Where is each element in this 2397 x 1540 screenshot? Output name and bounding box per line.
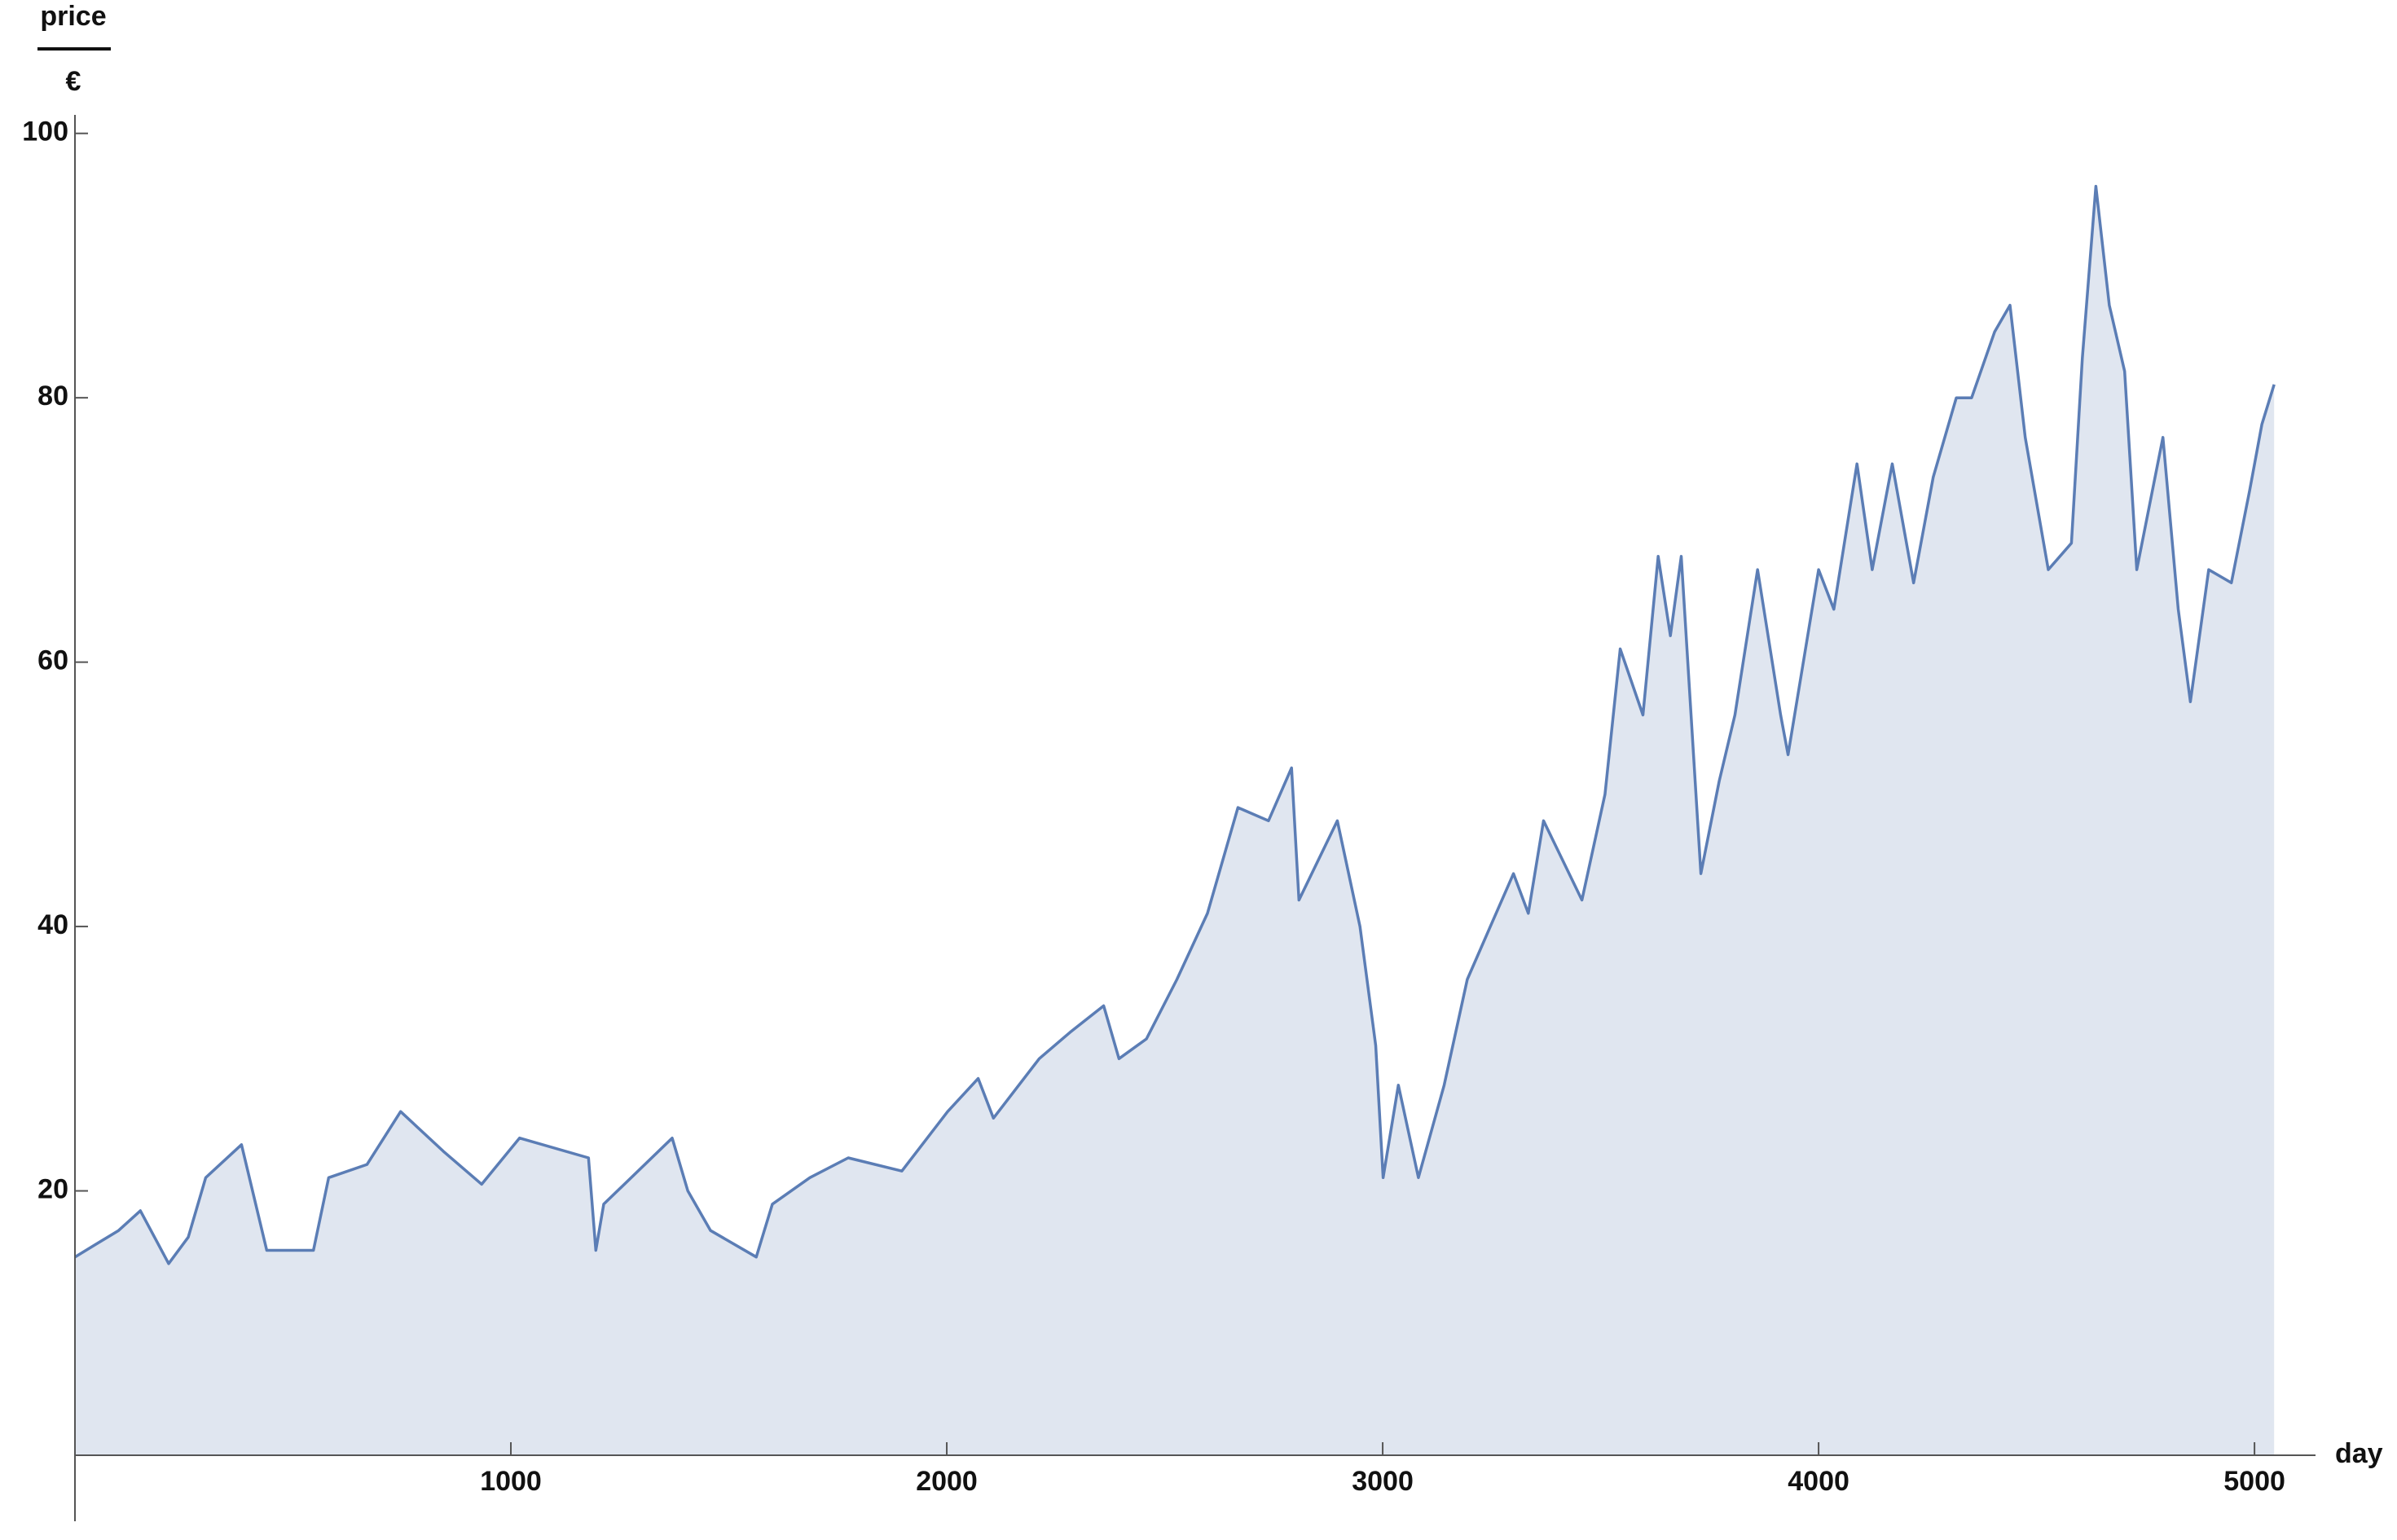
y-tick-label: 40 <box>37 909 68 940</box>
x-tick-label: 2000 <box>916 1466 978 1497</box>
y-axis-unit: € <box>66 66 81 97</box>
x-tick-label: 3000 <box>1352 1466 1414 1497</box>
y-tick-label: 100 <box>22 117 68 147</box>
x-tick-label: 5000 <box>2223 1466 2285 1497</box>
y-axis-label: price <box>40 1 106 32</box>
y-tick-label: 20 <box>37 1174 68 1205</box>
y-tick-label: 60 <box>37 645 68 676</box>
price-line <box>74 184 2276 1265</box>
y-tick-label: 80 <box>37 381 68 411</box>
x-axis-label: day <box>2335 1438 2383 1469</box>
x-tick-label: 1000 <box>480 1466 542 1497</box>
area-fill <box>75 186 2275 1456</box>
x-tick-label: 4000 <box>1788 1466 1849 1497</box>
